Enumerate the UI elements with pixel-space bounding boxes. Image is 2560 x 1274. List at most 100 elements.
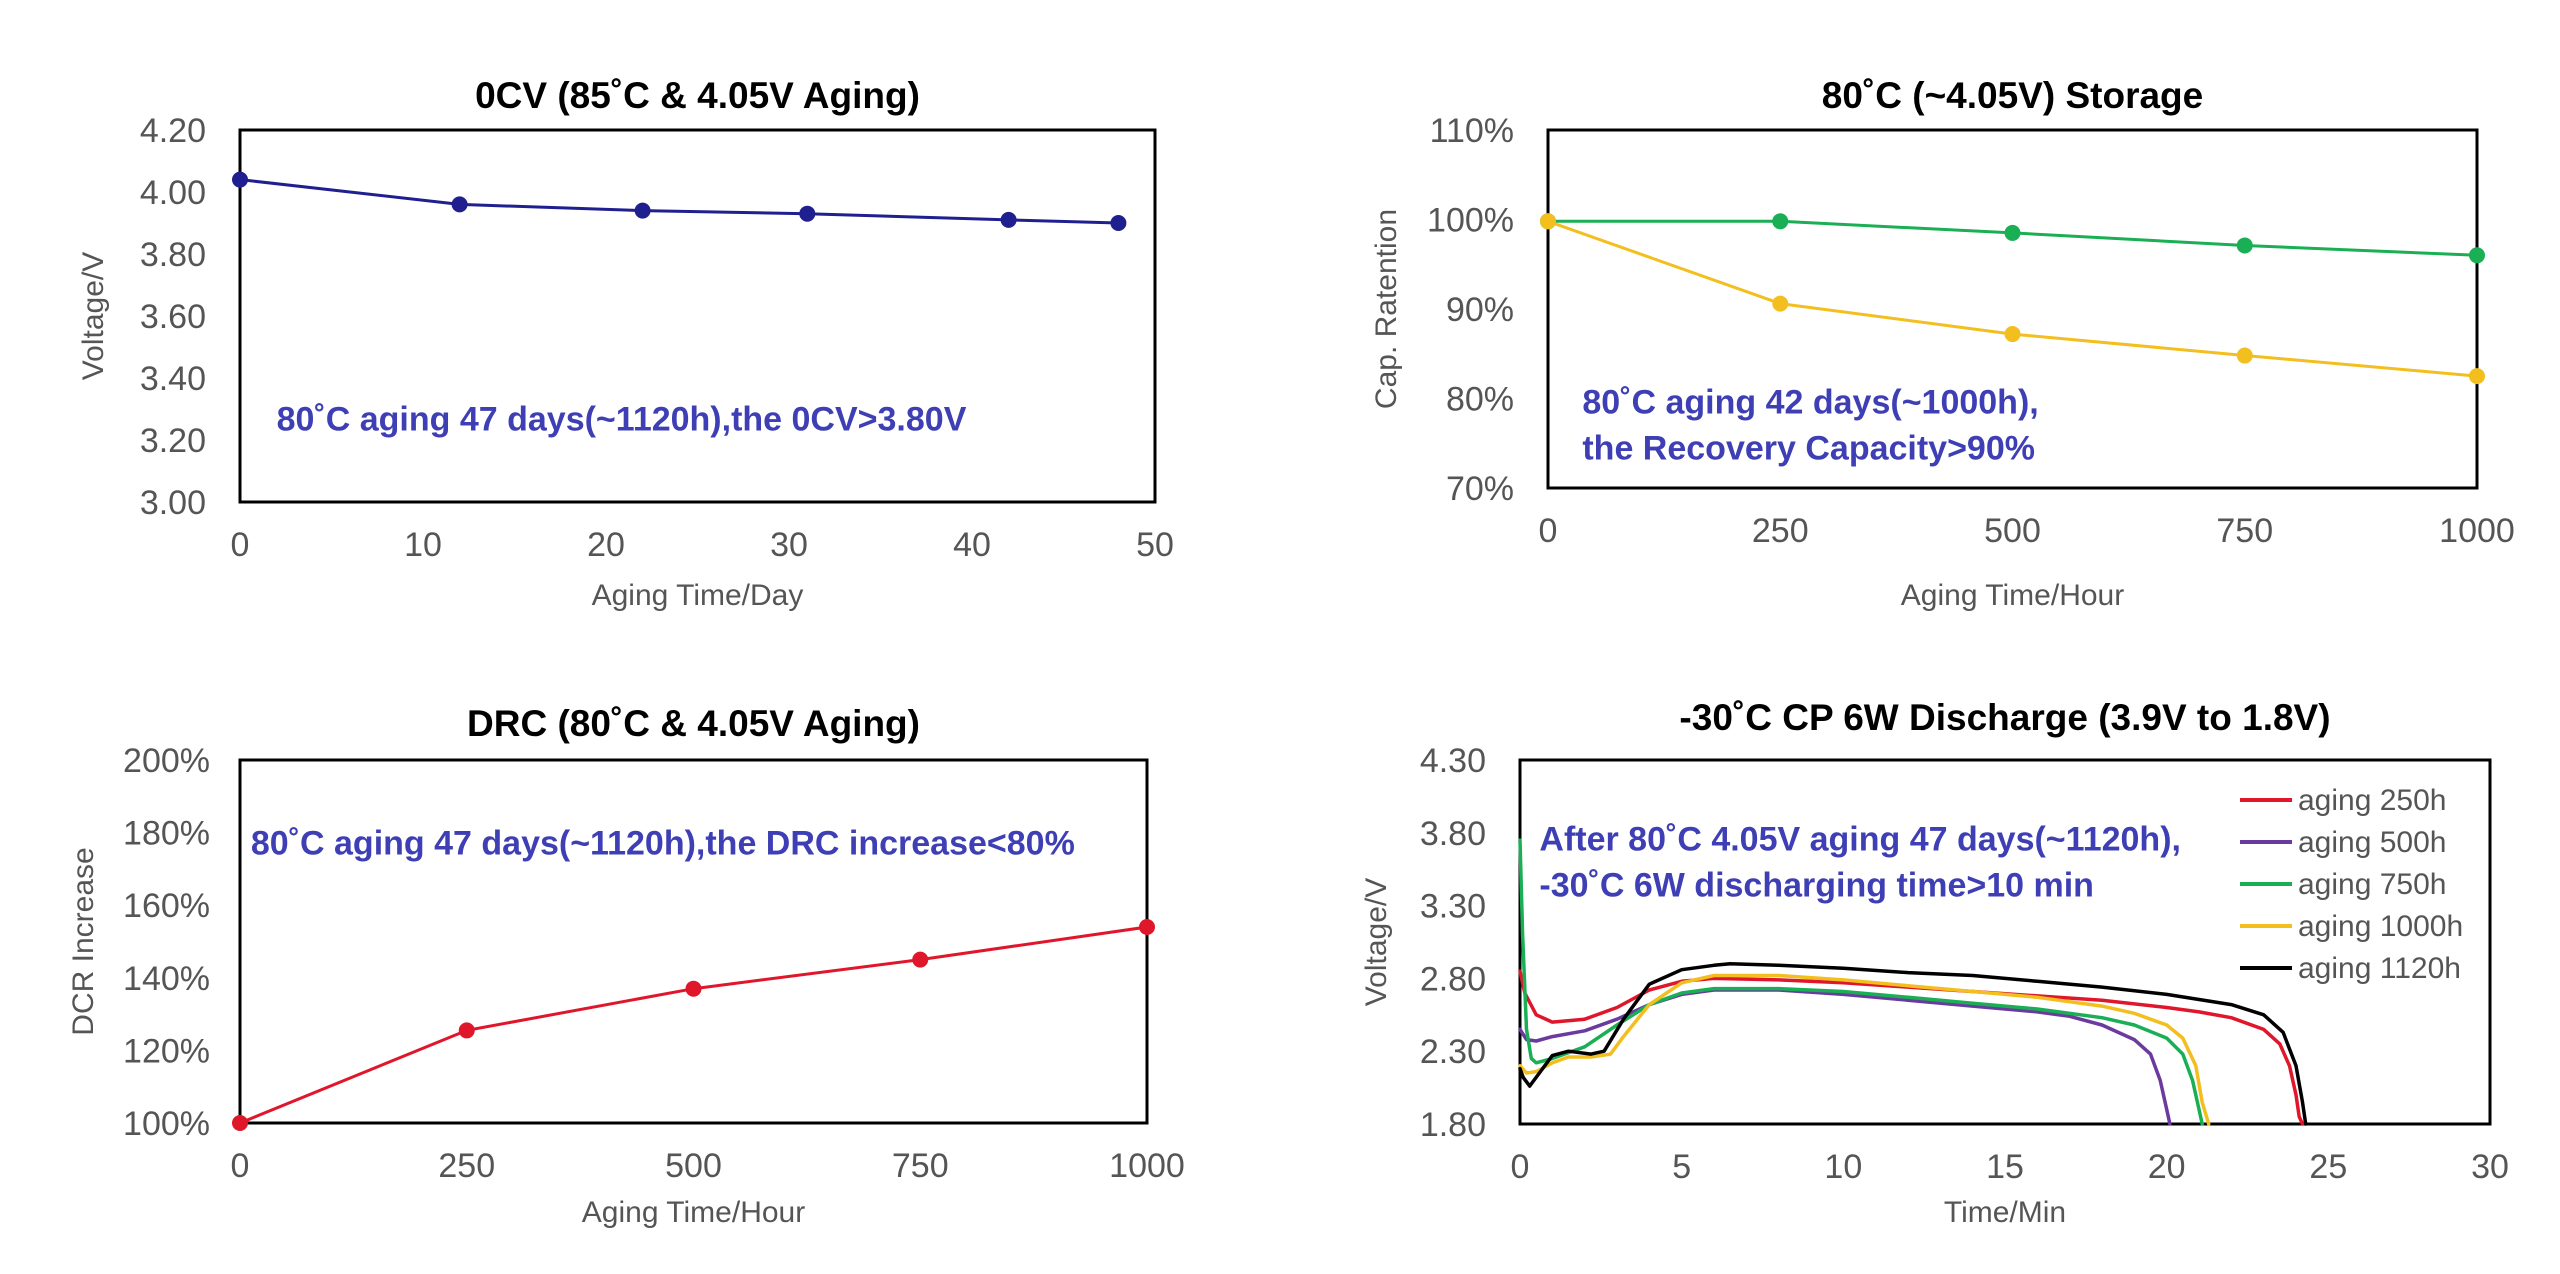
data-point [1139, 918, 1155, 935]
series-line [1546, 219, 2479, 378]
y-tick-label: 1.80 [1420, 1106, 1486, 1144]
x-tick-label: 30 [770, 526, 808, 564]
x-tick-label: 0 [231, 526, 250, 564]
x-tick-label: 40 [953, 526, 991, 564]
chart-title: 0CV (85˚C & 4.05V Aging) [475, 75, 920, 116]
data-point [2469, 247, 2485, 264]
series-line [1518, 838, 2204, 1126]
x-tick-label: 750 [2216, 512, 2273, 550]
y-tick-label: 3.00 [140, 484, 206, 522]
y-tick-label: 160% [123, 887, 210, 925]
data-point [799, 205, 816, 222]
legend: aging 250h aging 500h aging 750h aging 1000… [2240, 784, 2463, 985]
y-axis-label: DCR Increase [67, 847, 100, 1035]
series-line [1518, 962, 2308, 1126]
x-tick-label: 25 [2309, 1148, 2347, 1186]
legend-label: aging 1000h [2298, 910, 2463, 943]
y-axis-label: Voltage/V [1360, 878, 1393, 1006]
x-tick-label: 500 [1984, 512, 2041, 550]
y-tick-label: 3.80 [1420, 815, 1486, 853]
annotation-text: 80˚C aging 47 days(~1120h),the DRC incre… [251, 824, 1075, 862]
y-tick-label: 180% [123, 815, 210, 853]
legend-label: aging 500h [2298, 826, 2446, 859]
series-line [1518, 973, 2211, 1126]
x-axis-label: Aging Time/Hour [1901, 579, 2124, 612]
y-tick-label: 140% [123, 960, 210, 998]
y-tick-label: 110% [1430, 112, 1514, 150]
x-axis-label: Aging Time/Hour [582, 1196, 805, 1229]
y-axis-label: Cap. Ratention [1370, 209, 1403, 409]
legend-label: aging 750h [2298, 868, 2446, 901]
x-tick-label: 30 [2471, 1148, 2509, 1186]
x-tick-label: 250 [438, 1147, 495, 1185]
chart-ocv: 0CV (85˚C & 4.05V Aging) 0 10 20 30 40 50 3.00 3… [77, 75, 1174, 612]
data-point [685, 980, 702, 997]
x-tick-label: 0 [231, 1147, 250, 1185]
chart-storage: 80˚C (~4.05V) Storage 0 250 500 750 1000 70% 80… [1370, 75, 2515, 612]
data-point [1772, 213, 1789, 230]
y-tick-label: 100% [123, 1105, 210, 1143]
x-tick-label: 750 [892, 1147, 949, 1185]
x-axis-label: Time/Min [1944, 1196, 2066, 1229]
series-line [1518, 969, 2305, 1126]
data-point [232, 171, 248, 188]
y-tick-label: 4.30 [1420, 742, 1486, 780]
legend-label: aging 1120h [2298, 952, 2461, 985]
plot-frame [1546, 128, 2479, 490]
y-tick-label: 2.30 [1420, 1033, 1486, 1071]
plot-frame [1518, 758, 2492, 1126]
data-point [2469, 368, 2485, 385]
y-tick-label: 80% [1446, 381, 1514, 419]
y-tick-label: 120% [123, 1032, 210, 1070]
x-tick-label: 10 [404, 526, 442, 564]
data-point [458, 1022, 475, 1039]
data-point [1540, 213, 1556, 230]
x-tick-label: 1000 [2439, 512, 2515, 550]
series-line [238, 925, 1149, 1125]
annotation-text: 80˚C aging 42 days(~1000h), [1582, 384, 2038, 422]
x-tick-label: 20 [587, 526, 625, 564]
data-point [912, 951, 929, 968]
data-point [2004, 224, 2021, 241]
x-tick-label: 20 [2148, 1148, 2186, 1186]
y-tick-label: 2.80 [1420, 960, 1486, 998]
annotation-text: 80˚C aging 47 days(~1120h),the 0CV>3.80V [277, 401, 967, 439]
y-tick-label: 3.40 [140, 360, 206, 398]
x-axis-label: Aging Time/Day [592, 579, 804, 612]
data-point [2236, 347, 2253, 364]
x-tick-label: 500 [665, 1147, 722, 1185]
annotation-text: -30˚C 6W discharging time>10 min [1539, 866, 2094, 904]
chart-discharge: -30˚C CP 6W Discharge (3.9V to 1.8V) 0 5 10… [1360, 697, 2509, 1229]
y-tick-label: 3.30 [1420, 888, 1486, 926]
annotation-text: the Recovery Capacity>90% [1582, 430, 2035, 468]
x-tick-label: 0 [1539, 512, 1558, 550]
data-point [2004, 326, 2021, 343]
series-line [1518, 988, 2172, 1126]
y-tick-label: 3.60 [140, 298, 206, 336]
y-axis-label: Voltage/V [77, 252, 110, 380]
chart-title: 80˚C (~4.05V) Storage [1822, 75, 2203, 116]
annotation-text: After 80˚C 4.05V aging 47 days(~1120h), [1539, 820, 2181, 858]
x-tick-label: 1000 [1109, 1147, 1185, 1185]
x-tick-label: 15 [1986, 1148, 2024, 1186]
data-point [1772, 295, 1789, 312]
data-point [1110, 215, 1127, 231]
y-tick-label: 70% [1446, 470, 1514, 508]
data-point [232, 1115, 248, 1131]
y-tick-label: 90% [1446, 291, 1514, 329]
x-tick-label: 0 [1511, 1148, 1530, 1186]
data-point [2236, 237, 2253, 254]
x-tick-label: 250 [1752, 512, 1809, 550]
chart-drc: DRC (80˚C & 4.05V Aging) 0 250 500 750 1000 10… [67, 703, 1185, 1229]
y-tick-label: 200% [123, 742, 210, 780]
x-tick-label: 50 [1136, 526, 1174, 564]
y-tick-label: 4.00 [140, 174, 206, 212]
x-tick-label: 5 [1672, 1148, 1691, 1186]
y-tick-label: 4.20 [140, 112, 206, 150]
chart-title: DRC (80˚C & 4.05V Aging) [467, 703, 920, 744]
x-tick-label: 10 [1824, 1148, 1862, 1186]
data-point [451, 196, 468, 213]
legend-label: aging 250h [2298, 784, 2446, 817]
y-tick-label: 100% [1427, 202, 1514, 240]
